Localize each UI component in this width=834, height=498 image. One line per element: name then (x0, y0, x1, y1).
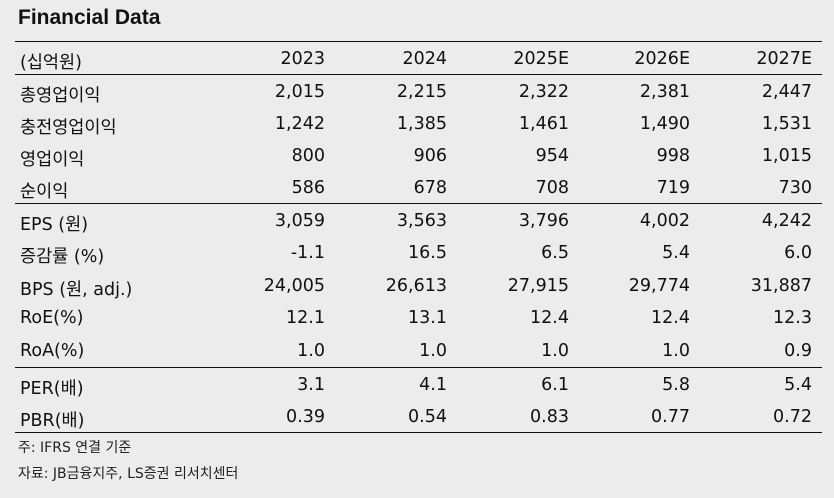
row-label: BPS (원, adj.) (20, 280, 133, 300)
table-row: RoA(%) 1.0 1.0 1.0 1.0 0.9 (15, 336, 822, 368)
cell-value: 2,015 (274, 82, 325, 102)
table-row: BPS (원, adj.) 24,005 26,613 27,915 29,774 31,… (15, 271, 822, 303)
cell-value: 708 (535, 178, 569, 198)
table-row: 총영업이익 2,015 2,215 2,322 2,381 2,447 (15, 77, 822, 109)
row-label: 순이익 (20, 182, 69, 202)
year-header: 2025E (513, 49, 569, 69)
cell-value: 12.3 (773, 308, 812, 328)
cell-value: 719 (656, 178, 690, 198)
cell-value: 27,915 (507, 276, 569, 296)
cell-value: 1,531 (761, 114, 812, 134)
cell-value: 12.4 (530, 308, 569, 328)
cell-value: 1.0 (419, 341, 447, 361)
cell-value: 1,015 (761, 146, 812, 166)
footnote: 주: IFRS 연결 기준 (18, 440, 132, 456)
cell-value: 1,490 (639, 114, 690, 134)
cell-value: 998 (656, 146, 690, 166)
cell-value: 3,059 (274, 211, 325, 231)
divider (15, 41, 822, 42)
row-label: 영업이익 (20, 150, 85, 170)
cell-value: 3,796 (518, 211, 569, 231)
divider (15, 203, 822, 204)
cell-value: 29,774 (628, 276, 690, 296)
cell-value: 0.77 (651, 407, 690, 427)
cell-value: 12.1 (286, 308, 325, 328)
cell-value: 2,447 (761, 82, 812, 102)
cell-value: 0.54 (408, 407, 447, 427)
year-header: 2027E (756, 49, 812, 69)
cell-value: 1.0 (662, 341, 690, 361)
cell-value: 26,613 (385, 276, 447, 296)
cell-value: 13.1 (408, 308, 447, 328)
cell-value: 906 (413, 146, 447, 166)
cell-value: 0.39 (286, 407, 325, 427)
cell-value: 5.4 (662, 243, 690, 263)
table-row: 증감률 (%) -1.1 16.5 6.5 5.4 6.0 (15, 238, 822, 270)
header-row: (십억원) 2023 2024 2025E 2026E 2027E (15, 44, 822, 76)
cell-value: 6.1 (541, 375, 569, 395)
cell-value: 800 (291, 146, 325, 166)
cell-value: 6.5 (541, 243, 569, 263)
cell-value: 954 (535, 146, 569, 166)
cell-value: 0.83 (530, 407, 569, 427)
row-label: RoA(%) (20, 341, 85, 361)
row-label: 총영업이익 (20, 86, 101, 106)
cell-value: 1.0 (541, 341, 569, 361)
cell-value: 1,461 (518, 114, 569, 134)
divider (15, 367, 822, 368)
cell-value: 4,242 (761, 211, 812, 231)
cell-value: 12.4 (651, 308, 690, 328)
divider (15, 74, 822, 75)
cell-value: 1,385 (396, 114, 447, 134)
cell-value: -1.1 (290, 243, 325, 263)
table-row: RoE(%) 12.1 13.1 12.4 12.4 12.3 (15, 303, 822, 335)
table-row: PBR(배) 0.39 0.54 0.83 0.77 0.72 (15, 402, 822, 434)
cell-value: 1,242 (274, 114, 325, 134)
cell-value: 5.4 (784, 375, 812, 395)
divider (15, 432, 822, 433)
table-row: 순이익 586 678 708 719 730 (15, 173, 822, 205)
table-row: EPS (원) 3,059 3,563 3,796 4,002 4,242 (15, 206, 822, 238)
cell-value: 0.72 (773, 407, 812, 427)
table-row: 영업이익 800 906 954 998 1,015 (15, 141, 822, 173)
cell-value: 16.5 (408, 243, 447, 263)
cell-value: 2,215 (396, 82, 447, 102)
cell-value: 24,005 (263, 276, 325, 296)
cell-value: 1.0 (297, 341, 325, 361)
table-title: Financial Data (18, 6, 161, 29)
table-row: 충전영업이익 1,242 1,385 1,461 1,490 1,531 (15, 109, 822, 141)
cell-value: 730 (778, 178, 812, 198)
year-header: 2023 (280, 49, 325, 69)
cell-value: 3,563 (396, 211, 447, 231)
cell-value: 678 (413, 178, 447, 198)
cell-value: 2,322 (518, 82, 569, 102)
row-label: EPS (원) (20, 215, 89, 235)
cell-value: 586 (291, 178, 325, 198)
row-label: 충전영업이익 (20, 118, 117, 138)
cell-value: 31,887 (750, 276, 812, 296)
year-header: 2024 (402, 49, 447, 69)
year-header: 2026E (634, 49, 690, 69)
cell-value: 4,002 (639, 211, 690, 231)
row-label: 증감률 (%) (20, 247, 105, 267)
source-note: 자료: JB금융지주, LS증권 리서치센터 (18, 466, 239, 482)
row-label: PBR(배) (20, 411, 85, 431)
cell-value: 0.9 (784, 341, 812, 361)
cell-value: 2,381 (639, 82, 690, 102)
cell-value: 6.0 (784, 243, 812, 263)
row-label: RoE(%) (20, 308, 84, 328)
cell-value: 4.1 (419, 375, 447, 395)
unit-label: (십억원) (20, 53, 82, 73)
cell-value: 3.1 (297, 375, 325, 395)
cell-value: 5.8 (662, 375, 690, 395)
table-row: PER(배) 3.1 4.1 6.1 5.8 5.4 (15, 370, 822, 402)
row-label: PER(배) (20, 379, 84, 399)
